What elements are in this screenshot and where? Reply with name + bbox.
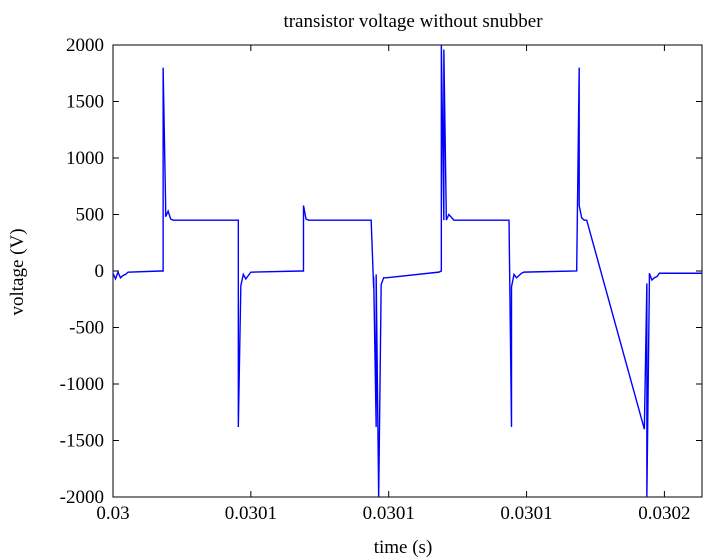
y-tick-label: 2000 (66, 35, 104, 56)
plot-frame (112, 44, 703, 498)
y-tick-label: -500 (69, 318, 104, 339)
y-tick-label: -2000 (60, 487, 104, 508)
y-tick-label: 0 (95, 261, 105, 282)
x-tick-label: 0.0301 (500, 503, 552, 524)
x-tick-label: 0.03 (96, 503, 129, 524)
plot-area (112, 44, 703, 498)
x-axis-title: time (s) (374, 537, 433, 558)
x-tick-label: 0.0301 (363, 503, 415, 524)
x-tick-label: 0.0302 (638, 503, 690, 524)
x-tick-label: 0.0301 (225, 503, 277, 524)
y-tick-label: -1500 (60, 431, 104, 452)
axis-ticks (112, 44, 702, 498)
x-tick-labels: 0.03 0.0301 0.0301 0.0301 0.0302 (96, 503, 690, 524)
y-tick-label: 1000 (66, 148, 104, 169)
series-layer (112, 44, 702, 498)
y-tick-labels: 2000 1500 1000 500 0 -500 -1000 -1500 -2000 (60, 35, 104, 508)
y-tick-label: 1500 (66, 92, 104, 113)
chart-title: transistor voltage without snubber (283, 11, 543, 32)
y-tick-label: -1000 (60, 374, 104, 395)
y-tick-label: 500 (76, 205, 105, 226)
y-axis-title: voltage (V) (7, 228, 28, 315)
series-line (112, 44, 702, 498)
